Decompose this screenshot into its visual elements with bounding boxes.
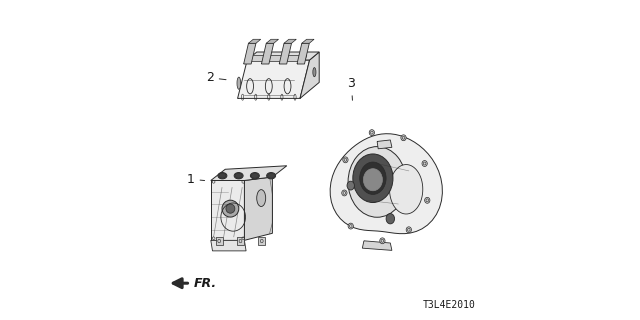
PathPatch shape (244, 43, 256, 64)
PathPatch shape (237, 60, 310, 99)
PathPatch shape (211, 166, 287, 180)
PathPatch shape (247, 52, 319, 60)
PathPatch shape (244, 177, 273, 240)
PathPatch shape (248, 39, 260, 43)
Ellipse shape (360, 162, 386, 195)
Ellipse shape (386, 213, 394, 224)
Ellipse shape (425, 197, 430, 203)
Text: FR.: FR. (193, 277, 217, 290)
PathPatch shape (279, 43, 291, 64)
Ellipse shape (364, 169, 383, 191)
PathPatch shape (261, 43, 274, 64)
Ellipse shape (252, 173, 259, 178)
Ellipse shape (237, 77, 241, 89)
Text: 1: 1 (187, 173, 205, 186)
Ellipse shape (234, 172, 243, 179)
Text: 3: 3 (348, 77, 355, 100)
Ellipse shape (343, 157, 348, 163)
PathPatch shape (211, 240, 246, 251)
Ellipse shape (257, 190, 266, 206)
PathPatch shape (297, 43, 309, 64)
Ellipse shape (218, 172, 227, 179)
PathPatch shape (362, 241, 392, 250)
Ellipse shape (342, 190, 347, 196)
PathPatch shape (390, 164, 423, 214)
Ellipse shape (406, 227, 412, 233)
PathPatch shape (302, 39, 314, 43)
Ellipse shape (267, 172, 276, 179)
Ellipse shape (401, 135, 406, 141)
Text: T3L4E2010: T3L4E2010 (422, 300, 475, 310)
Ellipse shape (348, 147, 406, 217)
Ellipse shape (235, 173, 243, 178)
PathPatch shape (237, 237, 244, 245)
Ellipse shape (348, 223, 353, 229)
PathPatch shape (266, 39, 278, 43)
Ellipse shape (250, 172, 259, 179)
PathPatch shape (300, 52, 319, 99)
Ellipse shape (268, 173, 275, 178)
Ellipse shape (226, 204, 235, 213)
Ellipse shape (353, 154, 393, 203)
PathPatch shape (377, 140, 392, 149)
Text: 2: 2 (206, 71, 226, 84)
Ellipse shape (422, 161, 428, 166)
Ellipse shape (219, 173, 226, 178)
Ellipse shape (313, 68, 316, 77)
PathPatch shape (284, 39, 296, 43)
PathPatch shape (259, 237, 265, 245)
Ellipse shape (222, 200, 239, 217)
Ellipse shape (347, 181, 355, 190)
PathPatch shape (211, 180, 244, 240)
Ellipse shape (380, 238, 385, 244)
PathPatch shape (249, 56, 307, 61)
Ellipse shape (369, 130, 374, 136)
PathPatch shape (216, 237, 223, 245)
PathPatch shape (330, 134, 442, 234)
